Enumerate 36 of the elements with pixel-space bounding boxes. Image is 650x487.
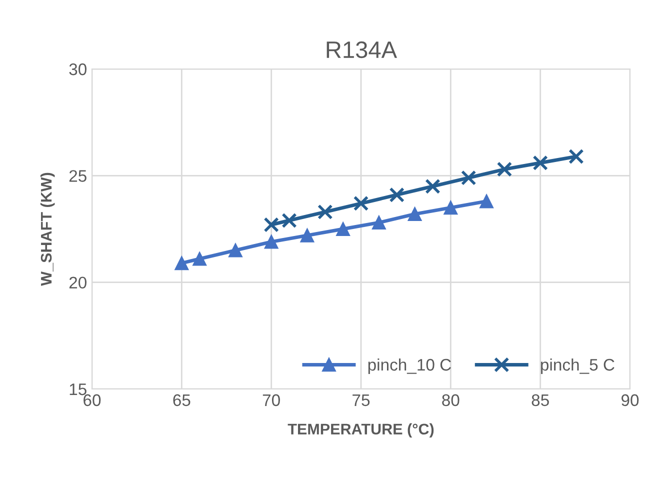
- y-tick-label: 20: [69, 276, 86, 289]
- point: [264, 234, 278, 249]
- point: [282, 212, 297, 228]
- y-tick-label: 25: [69, 170, 86, 182]
- point: [389, 187, 405, 203]
- point: [192, 252, 207, 266]
- x-tick-label: 65: [173, 394, 190, 406]
- y-axis-title: W_SHAFT (KW): [40, 172, 55, 286]
- x-tick-label: 75: [352, 394, 370, 406]
- point: [425, 178, 440, 194]
- x-tick-label: 60: [84, 394, 101, 406]
- point: [228, 243, 242, 258]
- point: [300, 228, 314, 242]
- point: [336, 222, 350, 236]
- y-tick-label: 15: [70, 384, 86, 396]
- chart-title: R134A: [326, 41, 398, 58]
- x-axis-title: TEMPERATURE (°C): [288, 423, 434, 438]
- legend-label: pinch_5 C: [541, 358, 614, 374]
- x-tick-label: 70: [262, 394, 280, 406]
- point: [174, 256, 189, 270]
- legend-label: pinch_10 C: [368, 358, 451, 374]
- x-tick-label: 85: [532, 394, 549, 406]
- point: [264, 217, 279, 232]
- point: [353, 196, 369, 212]
- point: [480, 194, 494, 208]
- point: [408, 207, 422, 222]
- x-tick-label: 80: [442, 394, 460, 406]
- y-tick-label: 30: [69, 63, 86, 76]
- point: [532, 155, 548, 171]
- point: [317, 204, 333, 220]
- point: [460, 170, 476, 186]
- point: [496, 162, 512, 177]
- point: [568, 148, 584, 164]
- point: [372, 216, 386, 230]
- x-tick-label: 90: [622, 394, 639, 406]
- point: [444, 200, 458, 215]
